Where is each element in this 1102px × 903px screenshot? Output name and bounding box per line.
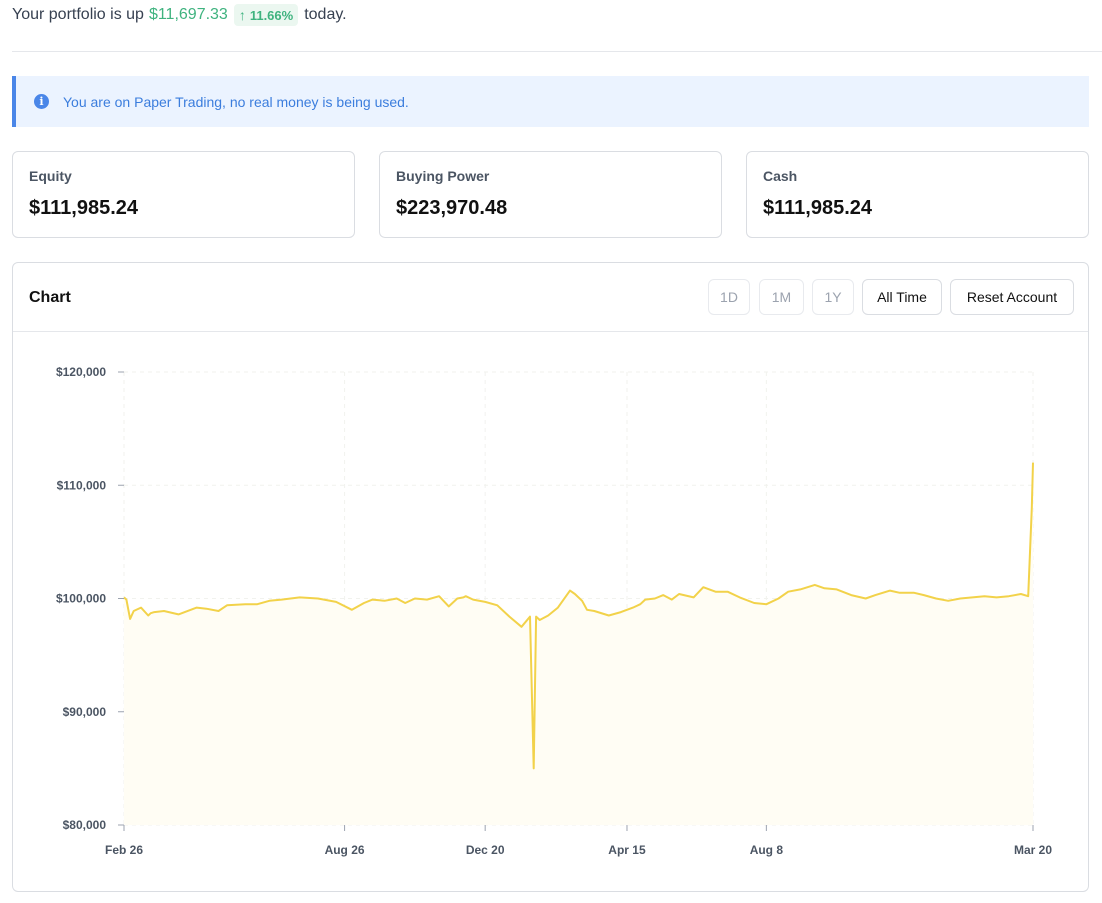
chart-title: Chart	[29, 289, 71, 306]
x-tick-label: Apr 15	[608, 843, 646, 857]
reset-account-button[interactable]: Reset Account	[950, 279, 1074, 315]
buying-power-value: $223,970.48	[396, 197, 508, 219]
range-1y-button[interactable]: 1Y	[812, 279, 854, 315]
x-tick-label: Feb 26	[105, 843, 143, 857]
chart-area-fill	[124, 462, 1033, 825]
cash-value: $111,985.24	[763, 197, 873, 219]
chart-header: Chart 1D 1M 1Y All Time Reset Account	[13, 263, 1088, 332]
y-tick-label: $100,000	[56, 592, 106, 606]
range-all-time-button[interactable]: All Time	[862, 279, 942, 315]
buying-power-card: Buying Power $223,970.48	[379, 151, 722, 238]
equity-card: Equity $111,985.24	[12, 151, 355, 238]
gain-percent-badge: ↑ 11.66%	[233, 4, 299, 26]
y-tick-label: $120,000	[56, 365, 106, 379]
arrow-up-icon: ↑	[238, 7, 246, 23]
summary-prefix: Your portfolio is up	[12, 6, 144, 23]
range-1m-button[interactable]: 1M	[759, 279, 804, 315]
equity-value: $111,985.24	[29, 197, 139, 219]
cash-label: Cash	[763, 168, 798, 184]
y-tick-label: $80,000	[63, 818, 107, 832]
info-icon: i	[34, 94, 49, 109]
x-tick-label: Dec 20	[466, 843, 505, 857]
range-1d-button[interactable]: 1D	[708, 279, 750, 315]
y-tick-label: $110,000	[57, 478, 107, 492]
x-axis-ticks: Feb 26 Aug 26 Dec 20 Apr 15 Aug 8 Mar 20	[105, 825, 1052, 857]
x-tick-label: Aug 26	[325, 843, 365, 857]
x-tick-label: Aug 8	[750, 843, 784, 857]
gain-percent-value: 11.66%	[249, 7, 294, 23]
header-divider	[12, 51, 1102, 52]
y-tick-label: $90,000	[63, 705, 107, 719]
portfolio-gain-amount: $11,697.33	[148, 6, 228, 23]
buying-power-label: Buying Power	[396, 168, 490, 184]
alert-message: You are on Paper Trading, no real money …	[63, 93, 409, 110]
y-axis-ticks: $120,000 $110,000 $100,000 $90,000 $80,000	[56, 365, 124, 832]
chart-panel: Chart 1D 1M 1Y All Time Reset Account	[12, 262, 1089, 892]
cash-card: Cash $111,985.24	[746, 151, 1089, 238]
summary-suffix: today.	[304, 6, 347, 23]
equity-label: Equity	[29, 168, 72, 184]
chart-series-line	[123, 462, 1034, 770]
paper-trading-alert: i You are on Paper Trading, no real mone…	[12, 76, 1089, 127]
portfolio-summary: Your portfolio is up $11,697.33 ↑ 11.66%…	[12, 3, 347, 27]
x-tick-label: Mar 20	[1014, 843, 1052, 857]
